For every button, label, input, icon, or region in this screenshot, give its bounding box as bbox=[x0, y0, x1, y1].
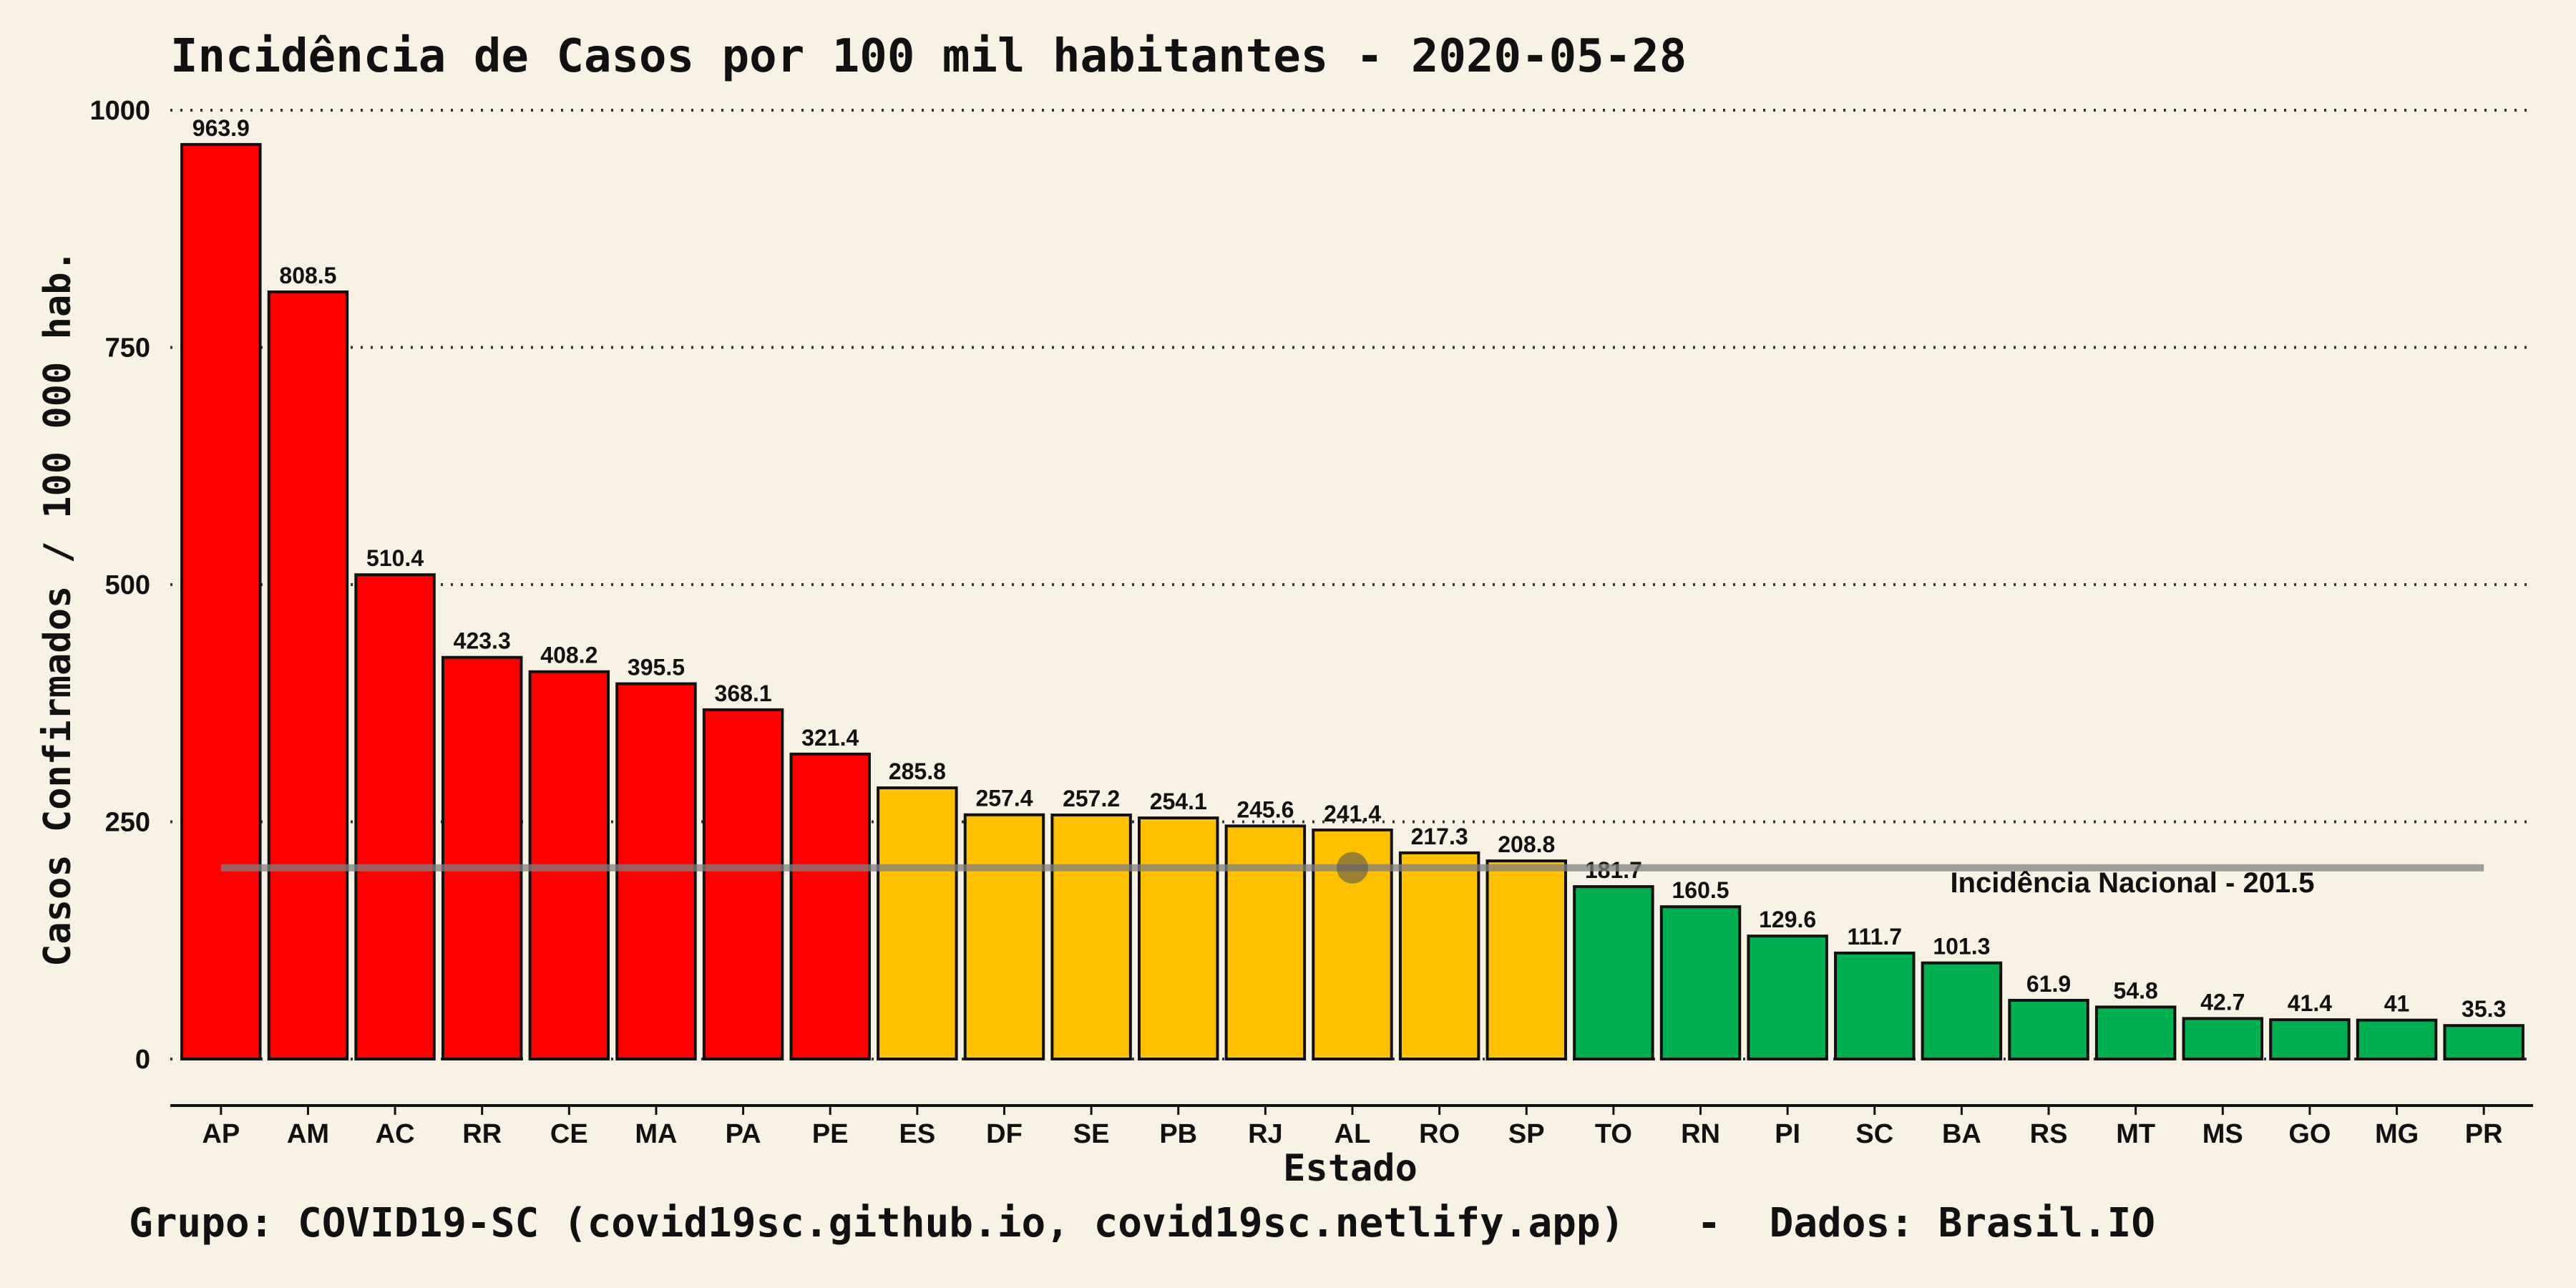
y-tick-label: 750 bbox=[105, 333, 150, 364]
value-label-pb: 254.1 bbox=[1150, 789, 1207, 814]
x-tick-label-pa: PA bbox=[726, 1119, 761, 1149]
value-label-ms: 42.7 bbox=[2200, 989, 2245, 1015]
value-label-ma: 395.5 bbox=[628, 655, 685, 680]
bar-value-labels: 963.9 808.5 510.4 423.3 408.2 395.5 368.1 321.4… bbox=[192, 115, 2507, 1022]
bar-ap bbox=[180, 142, 262, 1060]
bar-pb bbox=[1138, 816, 1219, 1060]
value-label-ce: 408.2 bbox=[540, 643, 597, 668]
x-axis-ticks: AP AM AC RR CE MA PA PE ES DF SE PB RJ AL RO SP TO RN PI SC… bbox=[202, 1106, 2503, 1149]
bar-go bbox=[2269, 1018, 2351, 1061]
value-label-sc: 111.7 bbox=[1848, 924, 1903, 950]
x-tick-label-mt: MT bbox=[2116, 1119, 2155, 1149]
value-label-rj: 245.6 bbox=[1236, 796, 1294, 822]
y-axis-label: Casos Confirmados / 100 000 hab. bbox=[36, 250, 79, 967]
value-label-ap: 963.9 bbox=[192, 115, 250, 141]
reference-label: Incidência Nacional - 201.5 bbox=[1950, 867, 2314, 899]
x-tick-label-ac: AC bbox=[376, 1119, 415, 1149]
value-label-pr: 35.3 bbox=[2462, 996, 2506, 1022]
x-tick-label-df: DF bbox=[986, 1119, 1023, 1149]
value-label-df: 257.4 bbox=[975, 786, 1033, 811]
x-tick-label-ms: MS bbox=[2202, 1119, 2243, 1149]
x-tick-label-pi: PI bbox=[1775, 1119, 1800, 1149]
bar-pi bbox=[1747, 935, 1828, 1060]
x-tick-label-pr: PR bbox=[2465, 1119, 2503, 1149]
x-tick-label-rs: RS bbox=[2030, 1119, 2068, 1149]
x-tick-label-sc: SC bbox=[1855, 1119, 1893, 1149]
value-label-rr: 423.3 bbox=[454, 628, 511, 654]
reference-marker bbox=[1337, 852, 1368, 884]
bar-pa bbox=[702, 708, 784, 1060]
bar-rj bbox=[1224, 824, 1307, 1060]
y-tick-label: 250 bbox=[105, 808, 150, 838]
x-tick-label-ce: CE bbox=[550, 1119, 588, 1149]
bars bbox=[180, 142, 2524, 1061]
bar-es bbox=[877, 786, 958, 1060]
x-axis-label: Estado bbox=[1283, 1147, 1418, 1190]
x-tick-label-pe: PE bbox=[812, 1119, 849, 1149]
x-tick-label-to: TO bbox=[1595, 1119, 1632, 1149]
bar-mg bbox=[2356, 1018, 2438, 1061]
x-tick-label-ro: RO bbox=[1419, 1119, 1460, 1149]
value-label-al: 241.4 bbox=[1324, 801, 1381, 826]
bar-to bbox=[1573, 885, 1654, 1060]
bar-sc bbox=[1834, 951, 1916, 1060]
bar-ro bbox=[1398, 851, 1480, 1061]
y-tick-label: 500 bbox=[105, 570, 150, 600]
x-tick-label-ap: AP bbox=[202, 1119, 240, 1149]
bar-mt bbox=[2094, 1005, 2177, 1061]
bar-pe bbox=[789, 752, 871, 1060]
value-label-ro: 217.3 bbox=[1411, 824, 1468, 849]
value-label-sp: 208.8 bbox=[1498, 831, 1555, 857]
value-label-go: 41.4 bbox=[2288, 990, 2332, 1016]
x-tick-label-am: AM bbox=[287, 1119, 329, 1149]
x-tick-label-go: GO bbox=[2288, 1119, 2331, 1149]
value-label-ac: 510.4 bbox=[366, 545, 424, 571]
bar-sp bbox=[1485, 859, 1567, 1061]
value-label-rn: 160.5 bbox=[1672, 877, 1729, 903]
national-incidence-line: Incidência Nacional - 201.5 bbox=[220, 852, 2484, 899]
bar-rs bbox=[2008, 998, 2089, 1061]
bar-se bbox=[1050, 813, 1132, 1060]
y-axis-ticks: 0 250 500 750 1000 bbox=[89, 96, 150, 1075]
bar-rr bbox=[441, 655, 523, 1060]
chart-caption: Grupo: COVID19-SC (covid19sc.github.io, … bbox=[129, 1200, 2155, 1246]
bar-ms bbox=[2182, 1017, 2264, 1060]
x-tick-label-rn: RN bbox=[1681, 1119, 1720, 1149]
value-label-pe: 321.4 bbox=[801, 725, 859, 751]
x-tick-label-mg: MG bbox=[2375, 1119, 2419, 1149]
bar-pr bbox=[2443, 1024, 2524, 1061]
value-label-am: 808.5 bbox=[279, 263, 336, 288]
value-label-ba: 101.3 bbox=[1933, 934, 1990, 960]
value-label-mt: 54.8 bbox=[2114, 977, 2158, 1003]
bar-am bbox=[267, 290, 349, 1061]
x-tick-label-ba: BA bbox=[1942, 1119, 1981, 1149]
y-tick-label: 1000 bbox=[89, 96, 150, 126]
x-tick-label-sp: SP bbox=[1508, 1119, 1545, 1149]
bar-ba bbox=[1921, 961, 2003, 1060]
value-label-rs: 61.9 bbox=[2026, 971, 2071, 997]
bar-rn bbox=[1659, 905, 1742, 1060]
x-tick-label-ma: MA bbox=[635, 1119, 677, 1149]
value-label-es: 285.8 bbox=[889, 758, 946, 784]
chart-title: Incidência de Casos por 100 mil habitant… bbox=[170, 30, 1687, 83]
value-label-pi: 129.6 bbox=[1759, 907, 1816, 932]
value-label-pa: 368.1 bbox=[715, 680, 772, 706]
bar-df bbox=[963, 813, 1045, 1061]
x-tick-label-se: SE bbox=[1073, 1119, 1110, 1149]
value-label-se: 257.2 bbox=[1063, 786, 1120, 811]
x-tick-label-es: ES bbox=[899, 1119, 936, 1149]
x-tick-label-pb: PB bbox=[1159, 1119, 1197, 1149]
bar-ac bbox=[354, 573, 436, 1060]
y-tick-label: 0 bbox=[135, 1045, 150, 1075]
value-label-mg: 41 bbox=[2384, 991, 2410, 1017]
x-tick-label-al: AL bbox=[1335, 1119, 1371, 1149]
x-tick-label-rj: RJ bbox=[1248, 1119, 1283, 1149]
x-tick-label-rr: RR bbox=[462, 1119, 502, 1149]
